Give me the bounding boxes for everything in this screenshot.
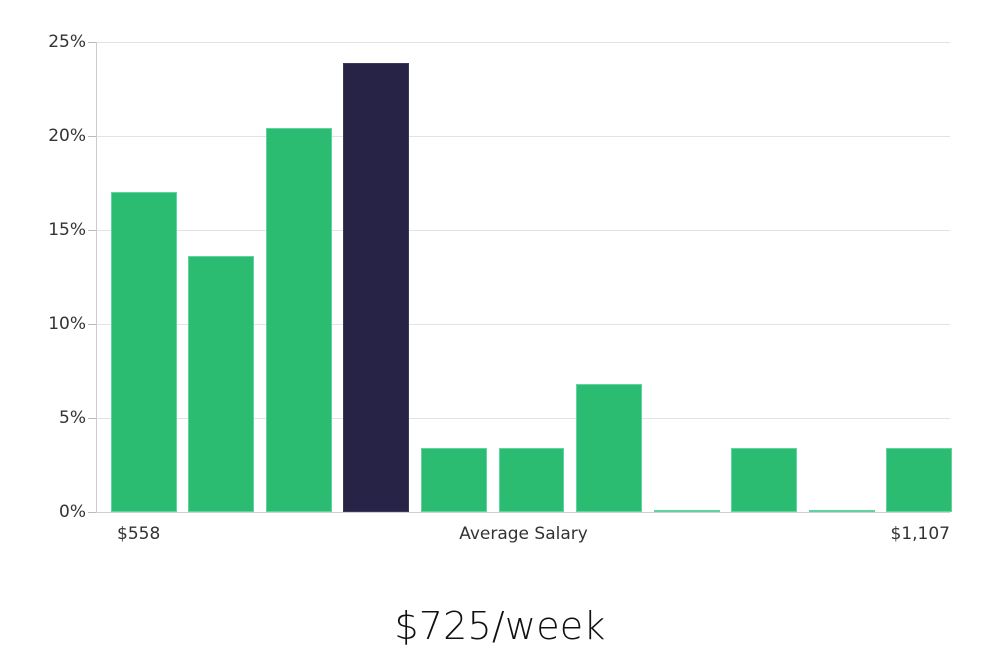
y-axis-tick-label: 25%	[48, 32, 86, 52]
x-axis-label-right: $1,107	[890, 524, 950, 544]
bar[interactable]	[886, 448, 953, 512]
bar[interactable]	[653, 510, 720, 512]
x-axis-label-center: Average Salary	[459, 524, 588, 544]
gridline-15%	[97, 230, 950, 231]
y-axis-tick-label: 20%	[48, 126, 86, 146]
y-tick-mark-10%	[88, 324, 96, 325]
bar[interactable]	[731, 448, 798, 512]
y-axis-tick-label: 5%	[59, 408, 86, 428]
bar[interactable]	[110, 192, 177, 512]
y-axis-tick-label: 10%	[48, 314, 86, 334]
gridline-5%	[97, 418, 950, 419]
y-tick-mark-0%	[88, 512, 96, 513]
bar[interactable]	[808, 510, 875, 512]
gridline-20%	[97, 136, 950, 137]
y-tick-mark-5%	[88, 418, 96, 419]
y-tick-mark-15%	[88, 230, 96, 231]
bar[interactable]	[265, 128, 332, 512]
y-tick-mark-25%	[88, 42, 96, 43]
bar[interactable]	[576, 384, 642, 512]
y-axis-tick-label: 0%	[59, 502, 86, 522]
y-tick-mark-20%	[88, 136, 96, 137]
x-axis-label-left: $558	[117, 524, 161, 544]
y-axis-labels: 0% 5% 10% 15% 20% 25%	[0, 0, 86, 660]
bar[interactable]	[420, 448, 487, 512]
chart-title: $725/week	[394, 604, 606, 648]
x-axis-labels: $558 Average Salary $1,107	[97, 524, 950, 556]
gridline-10%	[97, 324, 950, 325]
y-axis-line	[96, 42, 97, 513]
bar-highlighted[interactable]	[343, 62, 410, 512]
bar[interactable]	[498, 448, 565, 512]
bar[interactable]	[188, 256, 255, 512]
gridline-0%	[97, 512, 950, 513]
gridline-25%	[97, 42, 950, 43]
y-axis-tick-label: 15%	[48, 220, 86, 240]
plot-area	[97, 42, 953, 513]
